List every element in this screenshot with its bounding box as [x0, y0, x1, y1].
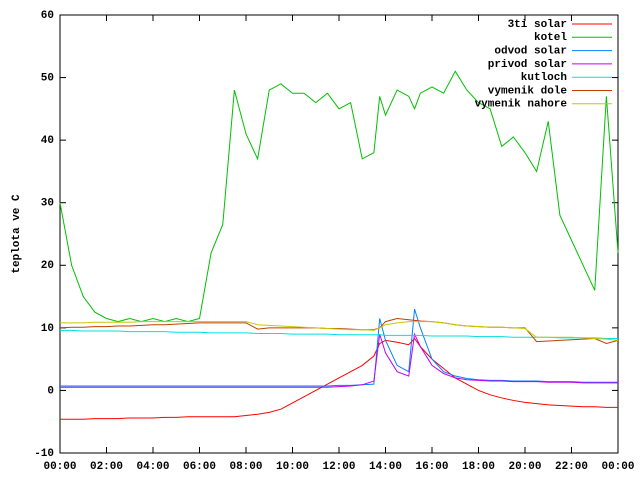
- series-line: [60, 321, 619, 341]
- legend-label: 3ti solar: [508, 19, 567, 31]
- x-tick-label: 04:00: [136, 461, 169, 473]
- legend-label: kutloch: [521, 72, 567, 84]
- series-line: [60, 329, 618, 339]
- y-tick-label: 50: [41, 72, 54, 84]
- x-tick-label: 00:00: [43, 461, 76, 473]
- legend-label: vymenik nahore: [475, 99, 568, 111]
- x-tick-label: 10:00: [276, 461, 309, 473]
- x-tick-label: 00:00: [601, 461, 634, 473]
- y-tick-label: 20: [41, 260, 54, 272]
- series-line: [60, 332, 618, 388]
- x-tick-label: 18:00: [462, 461, 495, 473]
- y-tick-label: 40: [41, 135, 54, 147]
- series-line: [59, 70, 619, 323]
- y-tick-label: 30: [41, 198, 54, 210]
- x-tick-label: 06:00: [183, 461, 216, 473]
- y-tick-label: 0: [47, 385, 54, 397]
- legend-label: kotel: [534, 32, 567, 44]
- y-tick-label: -10: [34, 448, 54, 460]
- x-tick-label: 08:00: [229, 461, 262, 473]
- y-tick-label: 10: [41, 323, 54, 335]
- legend-label: odvod solar: [494, 46, 567, 58]
- legend-label: vymenik dole: [488, 85, 568, 97]
- x-tick-label: 12:00: [322, 461, 355, 473]
- y-axis-label: teplota ve C: [11, 194, 23, 274]
- x-tick-label: 16:00: [415, 461, 448, 473]
- legend-label: privod solar: [488, 59, 567, 71]
- x-tick-label: 02:00: [90, 461, 123, 473]
- x-tick-label: 22:00: [555, 461, 588, 473]
- series-line: [59, 317, 619, 345]
- series-line: [60, 337, 618, 420]
- x-tick-label: 20:00: [508, 461, 541, 473]
- series-line: [60, 308, 618, 387]
- y-tick-label: 60: [41, 10, 54, 22]
- x-tick-label: 14:00: [369, 461, 402, 473]
